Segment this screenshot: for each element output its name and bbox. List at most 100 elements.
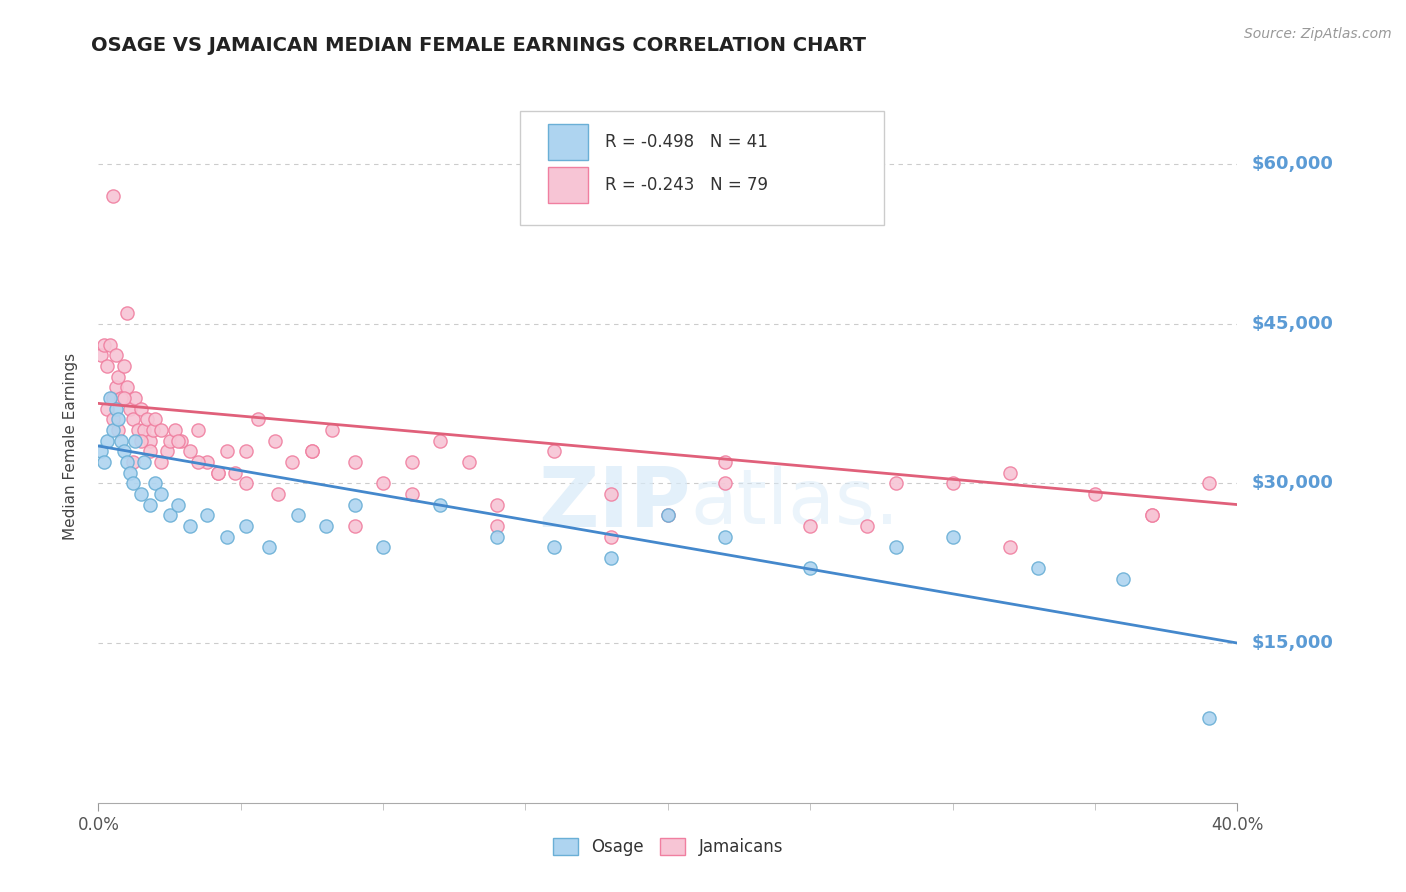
Point	[138, 434, 160, 448]
Point	[170, 434, 193, 448]
Point	[343, 498, 366, 512]
Point	[287, 508, 309, 523]
Point	[187, 455, 209, 469]
Point	[110, 434, 132, 448]
Point	[156, 444, 179, 458]
Legend: Osage, Jamaicans: Osage, Jamaicans	[543, 828, 793, 866]
Point	[96, 434, 118, 448]
Point	[714, 455, 737, 469]
Point	[942, 476, 965, 491]
Point	[235, 444, 257, 458]
Point	[150, 423, 173, 437]
Text: $30,000: $30,000	[1251, 475, 1333, 492]
Point	[373, 540, 395, 554]
Point	[118, 466, 141, 480]
Point	[121, 476, 143, 491]
Text: ZIP: ZIP	[538, 463, 690, 543]
Point	[215, 444, 238, 458]
Text: $15,000: $15,000	[1251, 634, 1333, 652]
Point	[179, 519, 201, 533]
Point	[112, 444, 135, 458]
FancyBboxPatch shape	[548, 124, 588, 160]
Point	[93, 455, 115, 469]
Text: $60,000: $60,000	[1251, 154, 1333, 173]
Point	[195, 508, 218, 523]
Point	[600, 487, 623, 501]
Point	[145, 412, 167, 426]
Point	[115, 306, 138, 320]
Point	[101, 391, 124, 405]
Point	[246, 412, 269, 426]
Point	[115, 455, 138, 469]
Point	[543, 444, 565, 458]
Point	[167, 498, 190, 512]
Point	[429, 498, 451, 512]
Point	[401, 487, 423, 501]
Text: OSAGE VS JAMAICAN MEDIAN FEMALE EARNINGS CORRELATION CHART: OSAGE VS JAMAICAN MEDIAN FEMALE EARNINGS…	[91, 36, 866, 54]
Point	[343, 455, 366, 469]
Point	[1140, 508, 1163, 523]
Point	[141, 423, 163, 437]
Point	[215, 529, 238, 543]
Point	[657, 508, 679, 523]
Point	[150, 487, 173, 501]
Point	[101, 188, 124, 202]
Point	[124, 391, 146, 405]
Point	[486, 519, 509, 533]
Point	[179, 444, 201, 458]
Point	[600, 550, 623, 565]
Point	[93, 338, 115, 352]
Point	[1198, 710, 1220, 724]
Point	[315, 519, 337, 533]
Point	[187, 423, 209, 437]
Point	[115, 380, 138, 394]
Point	[799, 519, 821, 533]
Point	[373, 476, 395, 491]
Point	[121, 412, 143, 426]
Point	[224, 466, 246, 480]
Point	[165, 423, 187, 437]
Point	[96, 401, 118, 416]
Point	[998, 466, 1021, 480]
Point	[104, 349, 127, 363]
FancyBboxPatch shape	[548, 167, 588, 202]
Point	[101, 423, 124, 437]
Point	[884, 540, 907, 554]
Point	[90, 349, 112, 363]
Point	[124, 434, 146, 448]
Point	[207, 466, 229, 480]
Point	[96, 359, 118, 373]
Point	[267, 487, 290, 501]
Point	[543, 540, 565, 554]
Point	[112, 359, 135, 373]
Point	[1026, 561, 1049, 575]
Y-axis label: Median Female Earnings: Median Female Earnings	[63, 352, 77, 540]
Point	[343, 519, 366, 533]
Point	[118, 401, 141, 416]
Point	[127, 423, 149, 437]
Point	[90, 444, 112, 458]
Point	[1084, 487, 1107, 501]
Text: $45,000: $45,000	[1251, 315, 1333, 333]
Text: R = -0.498   N = 41: R = -0.498 N = 41	[605, 133, 768, 151]
Point	[150, 455, 173, 469]
Point	[107, 412, 129, 426]
Point	[259, 540, 281, 554]
Point	[167, 434, 190, 448]
Point	[714, 476, 737, 491]
Point	[301, 444, 323, 458]
Point	[301, 444, 323, 458]
Point	[264, 434, 287, 448]
Point	[799, 561, 821, 575]
Point	[98, 391, 121, 405]
Point	[884, 476, 907, 491]
Point	[235, 519, 257, 533]
Point	[942, 529, 965, 543]
Point	[600, 529, 623, 543]
Point	[129, 434, 152, 448]
Point	[657, 508, 679, 523]
Point	[281, 455, 304, 469]
Point	[138, 498, 160, 512]
Point	[132, 423, 155, 437]
Point	[138, 444, 160, 458]
